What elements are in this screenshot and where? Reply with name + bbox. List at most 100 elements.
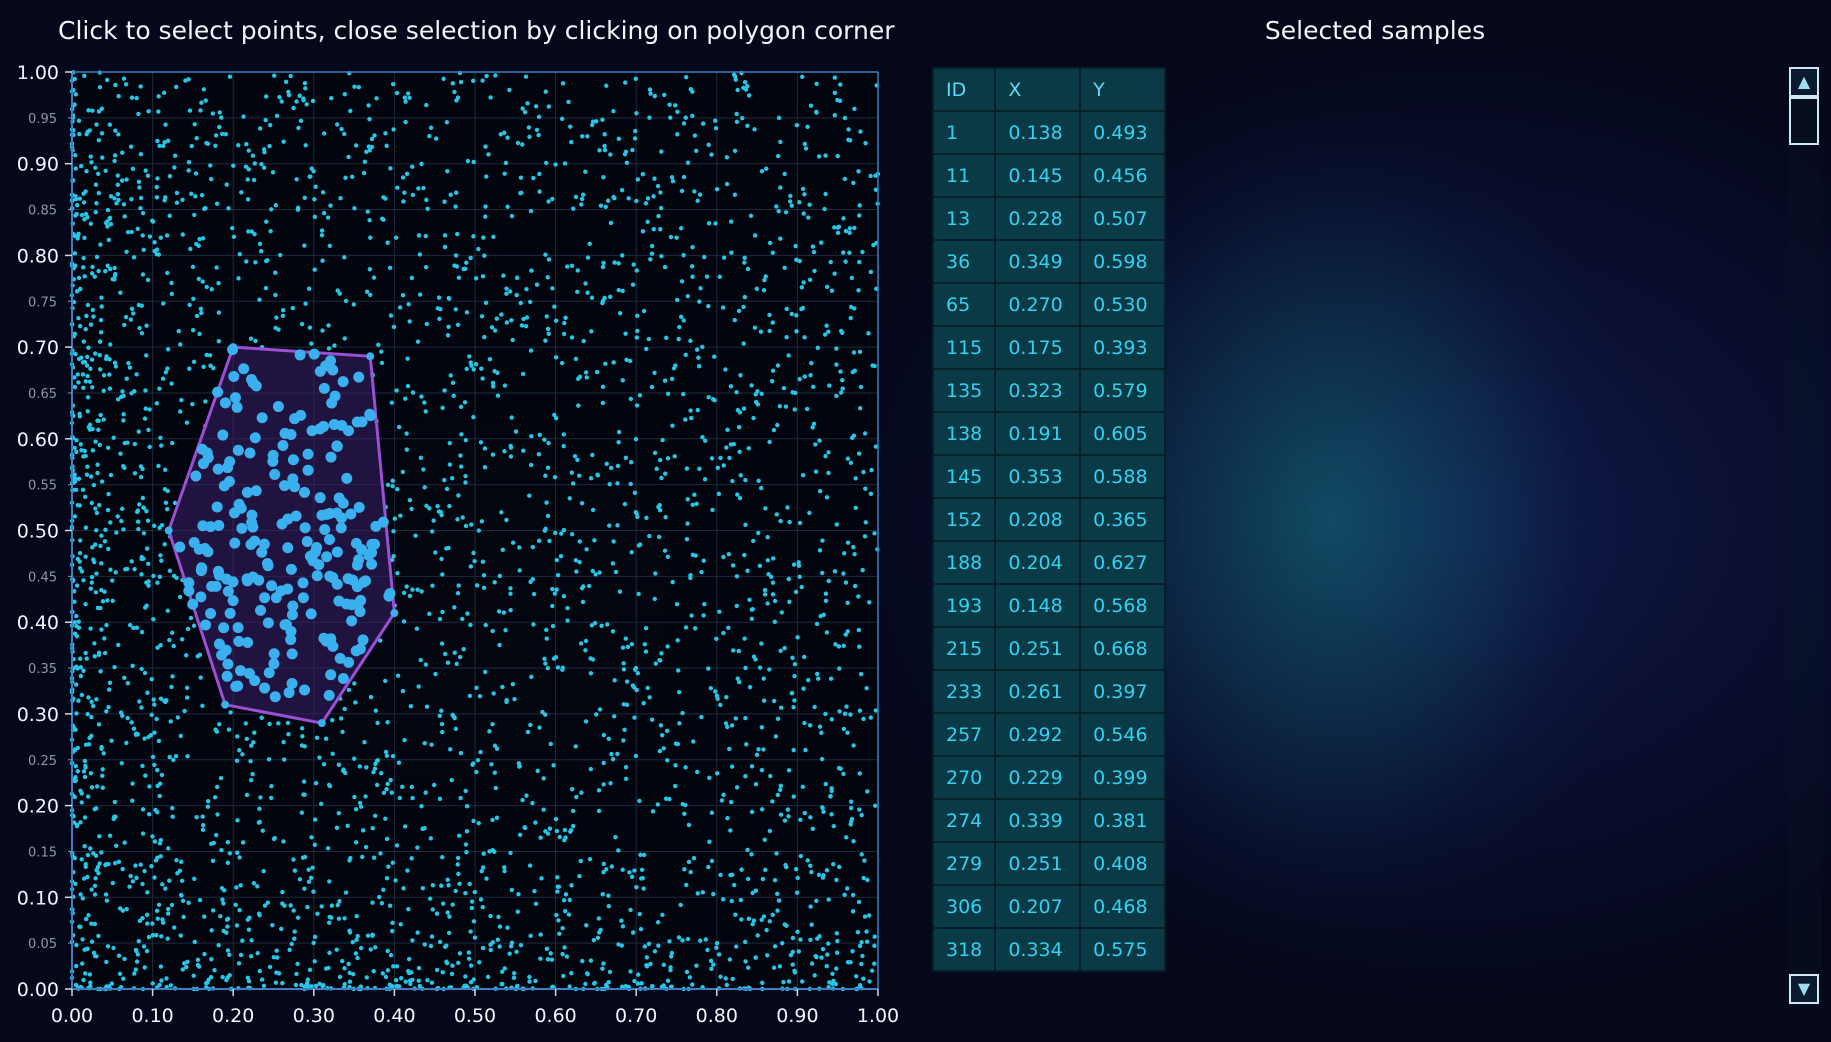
data-point	[672, 454, 677, 459]
triangle-down-icon[interactable]: ▼	[1789, 974, 1819, 1004]
selected-point	[351, 416, 363, 428]
table-row[interactable]: 233 0.261 0.397	[932, 669, 1166, 714]
polygon-corner-handle[interactable]	[221, 700, 230, 709]
data-point	[478, 440, 484, 445]
data-point	[204, 284, 209, 290]
column-header-id[interactable]: ID	[932, 67, 997, 112]
data-point	[511, 970, 517, 976]
data-point	[541, 807, 546, 812]
data-point	[688, 869, 693, 875]
table-row[interactable]: 274 0.339 0.381	[932, 798, 1166, 843]
column-header-x[interactable]: X	[994, 67, 1082, 112]
scatter-chart[interactable]: 0.00 0.10 0.20 0.30 0.40 0.50 0.60 0.70 0.80 0.90…	[0, 55, 900, 1042]
data-point	[827, 980, 832, 985]
data-point	[848, 315, 853, 321]
triangle-up-icon[interactable]: ▲	[1789, 67, 1819, 97]
data-point	[456, 871, 461, 877]
data-point	[668, 984, 674, 990]
data-point	[458, 404, 464, 410]
polygon-corner-handle[interactable]	[317, 719, 326, 728]
data-point	[419, 804, 424, 809]
data-point	[225, 948, 231, 953]
data-point	[534, 282, 540, 287]
data-point	[800, 472, 806, 478]
data-point	[234, 885, 239, 890]
data-point	[761, 698, 767, 703]
selected-point	[259, 682, 271, 694]
table-row[interactable]: 193 0.148 0.568	[932, 583, 1166, 628]
data-point	[415, 930, 420, 935]
data-point	[237, 907, 242, 913]
polygon-corner-handle[interactable]	[390, 609, 399, 618]
data-point	[83, 379, 89, 384]
data-point	[600, 400, 606, 406]
data-point	[791, 562, 797, 567]
data-point	[112, 153, 118, 158]
table-row[interactable]: 145 0.353 0.588	[932, 454, 1166, 499]
table-row[interactable]: 36 0.349 0.598	[932, 239, 1166, 284]
scrollbar-thumb[interactable]	[1789, 97, 1819, 145]
data-point	[420, 826, 425, 831]
selected-point	[336, 419, 348, 431]
y-minor-tick-label: 0.15	[28, 845, 57, 860]
data-point	[99, 850, 104, 855]
table-row[interactable]: 306 0.207 0.468	[932, 884, 1166, 929]
data-point	[494, 316, 500, 321]
table-row[interactable]: 257 0.292 0.546	[932, 712, 1166, 757]
data-point	[214, 832, 219, 838]
column-header-y[interactable]: Y	[1079, 67, 1166, 112]
data-point	[545, 513, 551, 519]
table-row[interactable]: 188 0.204 0.627	[932, 540, 1166, 585]
table-row[interactable]: 115 0.175 0.393	[932, 325, 1166, 370]
data-point	[845, 629, 850, 634]
data-point	[99, 479, 105, 484]
data-point	[585, 134, 590, 139]
data-point	[740, 115, 745, 121]
data-point	[144, 323, 149, 328]
cell-y: 0.397	[1079, 669, 1166, 714]
table-row[interactable]: 65 0.270 0.530	[932, 282, 1166, 327]
table-row[interactable]: 138 0.191 0.605	[932, 411, 1166, 456]
data-point	[484, 876, 489, 881]
data-point	[771, 427, 777, 433]
data-point	[732, 192, 738, 197]
data-point	[579, 790, 584, 795]
data-point	[407, 319, 412, 324]
table-row[interactable]: 1 0.138 0.493	[932, 110, 1166, 155]
data-point	[755, 389, 760, 394]
table-row[interactable]: 215 0.251 0.668	[932, 626, 1166, 671]
polygon-corner-handle[interactable]	[164, 526, 173, 535]
data-point	[140, 881, 145, 887]
table-row[interactable]: 152 0.208 0.365	[932, 497, 1166, 542]
data-point	[78, 924, 83, 930]
data-point	[660, 437, 665, 443]
data-point	[115, 514, 120, 519]
data-point	[761, 287, 767, 293]
table-row[interactable]: 270 0.229 0.399	[932, 755, 1166, 800]
data-point	[832, 113, 837, 118]
data-point	[280, 980, 285, 986]
table-scrollbar[interactable]	[1788, 67, 1822, 1007]
data-point	[237, 252, 243, 257]
data-point	[144, 912, 150, 918]
table-row[interactable]: 318 0.334 0.575	[932, 927, 1166, 972]
data-point	[741, 304, 746, 310]
data-point	[738, 897, 744, 903]
polygon-corner-handle[interactable]	[366, 352, 375, 361]
data-point	[770, 912, 775, 918]
table-row[interactable]: 135 0.323 0.579	[932, 368, 1166, 413]
data-point	[725, 815, 730, 821]
data-point	[180, 967, 186, 972]
data-point	[269, 795, 274, 801]
data-point	[376, 342, 381, 348]
data-point	[621, 667, 627, 672]
data-point	[652, 370, 657, 375]
table-row[interactable]: 11 0.145 0.456	[932, 153, 1166, 198]
table-row[interactable]: 13 0.228 0.507	[932, 196, 1166, 241]
x-tick-label: 0.30	[293, 1005, 335, 1027]
samples-table-container[interactable]: ID X Y 1 0.138 0.493 11 0.145 0.456 13 0.228 0…	[932, 67, 1166, 1002]
table-row[interactable]: 279 0.251 0.408	[932, 841, 1166, 886]
data-point	[468, 929, 473, 934]
data-point	[464, 366, 469, 372]
data-point	[528, 208, 534, 214]
